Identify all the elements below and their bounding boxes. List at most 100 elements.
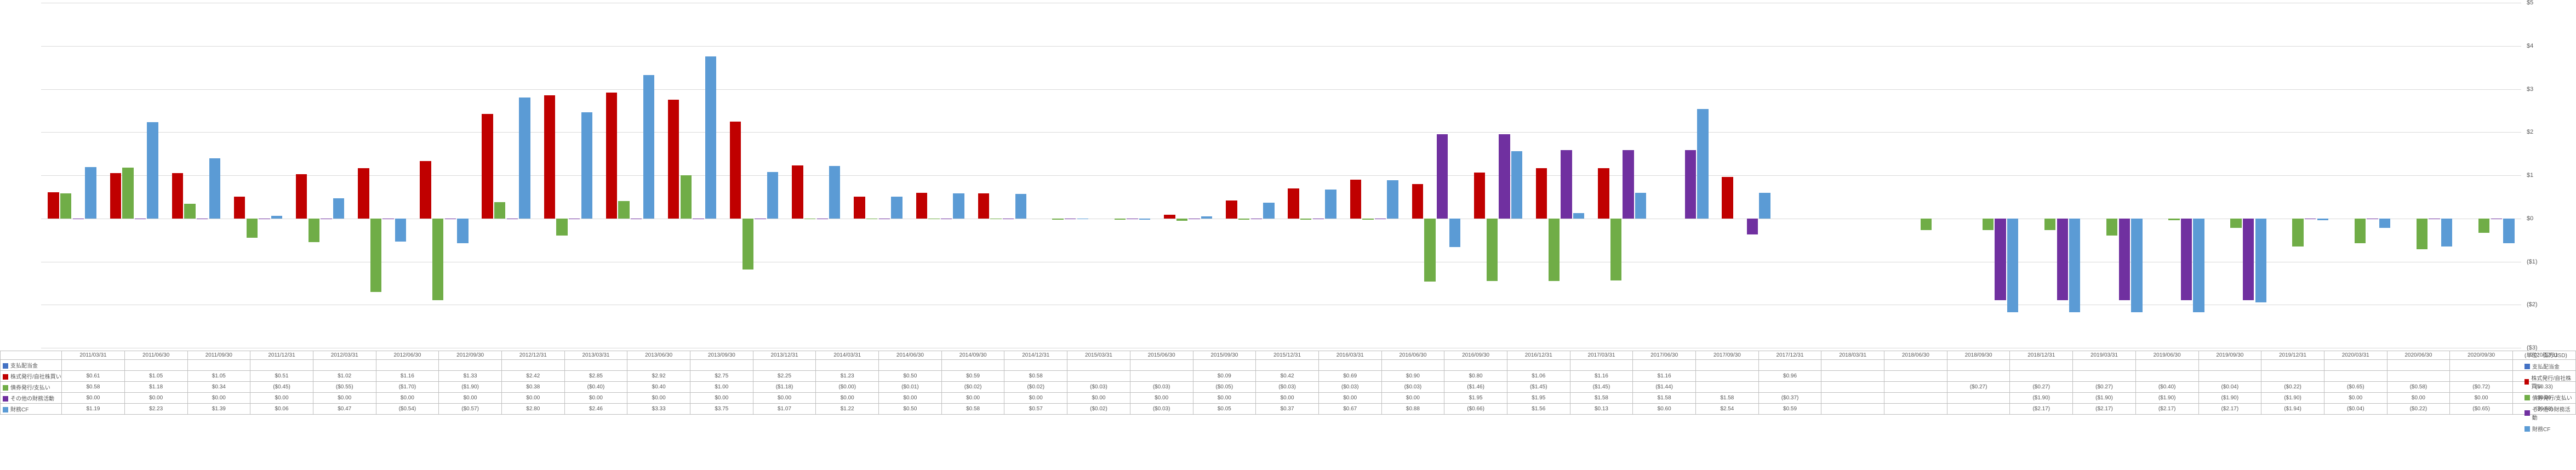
table-cell: ($0.22) xyxy=(2387,404,2450,415)
table-col-header: 2020/09/30 xyxy=(2450,351,2513,360)
table-cell: $3.75 xyxy=(690,404,753,415)
table-cell: $1.16 xyxy=(1570,371,1633,382)
table-cell: ($1.90) xyxy=(2073,393,2136,404)
table-cell: $0.58 xyxy=(1004,371,1067,382)
bar xyxy=(2069,219,2080,312)
bar xyxy=(271,216,282,219)
table-row-header: 株式発行/自社株買い xyxy=(1,371,62,382)
table-cell: $1.23 xyxy=(816,371,879,382)
table-cell: $2.80 xyxy=(501,404,564,415)
table-cell: ($0.03) xyxy=(1256,382,1319,393)
table-cell: $2.42 xyxy=(501,371,564,382)
table-cell: $0.59 xyxy=(941,371,1004,382)
table-cell: ($0.04) xyxy=(2198,382,2261,393)
bar xyxy=(544,95,555,218)
unit-label: (単位：百万USD) xyxy=(2524,351,2574,359)
table-cell: $0.61 xyxy=(62,371,125,382)
bar xyxy=(85,167,96,219)
bar xyxy=(1437,134,1448,219)
table-cell xyxy=(690,360,753,371)
table-cell: ($0.27) xyxy=(2010,382,2073,393)
bar xyxy=(494,202,505,219)
bar xyxy=(1015,194,1026,219)
table-cell xyxy=(1884,393,1947,404)
table-cell xyxy=(313,360,376,371)
bar xyxy=(2106,219,2117,236)
bar xyxy=(1995,219,2006,301)
table-cell: $0.00 xyxy=(753,393,816,404)
table-col-header: 2016/06/30 xyxy=(1381,351,1444,360)
table-cell xyxy=(1067,360,1130,371)
table-cell xyxy=(2387,371,2450,382)
table-cell: $0.00 xyxy=(1004,393,1067,404)
table-cell: $1.16 xyxy=(1633,371,1696,382)
bar xyxy=(643,75,654,219)
table-cell xyxy=(1318,360,1381,371)
row-header-label: その他の財務活動 xyxy=(10,396,54,402)
table-cell: $2.25 xyxy=(753,371,816,382)
table-cell xyxy=(250,360,313,371)
table-cell: ($0.45) xyxy=(250,382,313,393)
data-table: 2011/03/312011/06/302011/09/302011/12/31… xyxy=(0,351,2576,415)
table-cell: $0.80 xyxy=(1444,371,1507,382)
table-cell: ($1.90) xyxy=(2261,393,2324,404)
y-tick-label: $3 xyxy=(2527,86,2554,93)
legend-swatch xyxy=(3,396,8,402)
table-cell: $0.00 xyxy=(1130,393,1193,404)
bar xyxy=(2057,219,2068,301)
table-cell xyxy=(2135,360,2198,371)
bar xyxy=(209,158,220,218)
right-legend: (単位：百万USD) 支払配当金株式発行/自社株買い債券発行/支払いその他の財務… xyxy=(2524,351,2574,436)
bar xyxy=(1139,219,1150,220)
table-cell xyxy=(1507,360,1570,371)
data-table-wrap: 2011/03/312011/06/302011/09/302011/12/31… xyxy=(0,351,2576,470)
table-cell xyxy=(1193,360,1256,371)
table-cell xyxy=(1884,360,1947,371)
bar xyxy=(854,197,865,218)
bar xyxy=(172,173,183,219)
table-cell: $0.60 xyxy=(1633,404,1696,415)
row-header-label: 財務CF xyxy=(10,407,28,413)
table-col-header: 2018/06/30 xyxy=(1884,351,1947,360)
legend-swatch xyxy=(2524,379,2529,385)
table-cell xyxy=(1947,393,2010,404)
table-cell: ($0.22) xyxy=(2261,382,2324,393)
bar xyxy=(1201,216,1212,219)
table-cell: ($1.46) xyxy=(1444,382,1507,393)
table-cell: ($1.70) xyxy=(376,382,439,393)
table-col-header: 2015/03/31 xyxy=(1067,351,1130,360)
table-cell: $1.58 xyxy=(1633,393,1696,404)
table-cell: ($0.58) xyxy=(2387,382,2450,393)
legend-item: 債券発行/支払い xyxy=(2524,393,2574,402)
table-cell: $2.92 xyxy=(627,371,690,382)
table-cell xyxy=(1821,393,1884,404)
chart-plot-area: ($3)($2)($1)$0$1$2$3$4$5 xyxy=(41,3,2521,348)
bar xyxy=(1263,203,1274,219)
bar xyxy=(556,219,567,236)
table-cell xyxy=(1256,360,1319,371)
bar xyxy=(432,219,443,301)
table-cell: $0.57 xyxy=(1004,404,1067,415)
bar xyxy=(792,165,803,219)
table-cell: $0.58 xyxy=(62,382,125,393)
table-cell: $1.95 xyxy=(1507,393,1570,404)
table-cell: ($0.00) xyxy=(816,382,879,393)
row-header-label: 債券発行/支払い xyxy=(10,385,50,391)
bar xyxy=(457,219,468,243)
table-cell xyxy=(1758,382,1821,393)
table-row-header: その他の財務活動 xyxy=(1,393,62,404)
bar xyxy=(681,175,692,219)
table-cell xyxy=(1696,371,1759,382)
bar xyxy=(395,219,406,242)
table-col-header: 2011/06/30 xyxy=(124,351,187,360)
bar xyxy=(2317,219,2328,220)
bar xyxy=(1474,173,1485,218)
table-cell xyxy=(124,360,187,371)
bar xyxy=(1722,177,1733,219)
table-cell xyxy=(2198,360,2261,371)
table-cell: $0.00 xyxy=(250,393,313,404)
table-cell: $1.05 xyxy=(187,371,250,382)
table-cell: ($1.94) xyxy=(2261,404,2324,415)
table-col-header: 2011/03/31 xyxy=(62,351,125,360)
table-cell: $1.02 xyxy=(313,371,376,382)
